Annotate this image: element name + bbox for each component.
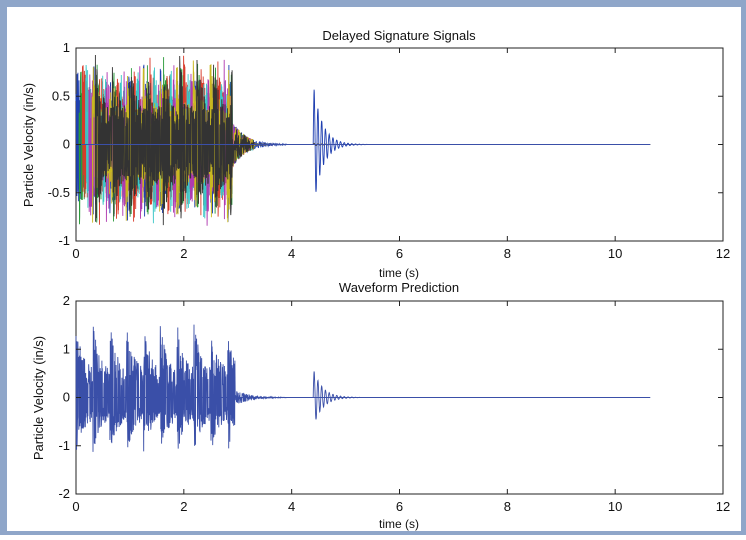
x-tick-label: 4: [288, 499, 295, 514]
y-tick-label: -1: [58, 233, 70, 248]
y-tick-label: 0: [63, 137, 70, 152]
chart-title: Delayed Signature Signals: [322, 28, 476, 43]
y-tick-label: 1: [63, 341, 70, 356]
subplot-waveform-prediction: Waveform Prediction time (s) Particle Ve…: [31, 280, 730, 531]
x-tick-label: 2: [180, 246, 187, 261]
x-tick-label: 0: [72, 499, 79, 514]
subplot-delayed-signals: Delayed Signature Signals time (s) Parti…: [21, 28, 730, 280]
y-tick-label: -2: [58, 486, 70, 501]
x-tick-label: 6: [396, 499, 403, 514]
x-tick-label: 10: [608, 499, 622, 514]
x-tick-label: 10: [608, 246, 622, 261]
x-tick-label: 2: [180, 499, 187, 514]
chart-title: Waveform Prediction: [339, 280, 459, 295]
x-axis-label: time (s): [379, 266, 419, 280]
x-tick-label: 0: [72, 246, 79, 261]
y-tick-label: -0.5: [48, 185, 70, 200]
x-tick-label: 6: [396, 246, 403, 261]
y-tick-label: 2: [63, 293, 70, 308]
y-axis-label: Particle Velocity (in/s): [21, 83, 36, 207]
y-tick-label: 1: [63, 40, 70, 55]
x-axis-label: time (s): [379, 517, 419, 531]
y-tick-label: 0: [63, 390, 70, 405]
y-tick-label: 0.5: [52, 88, 70, 103]
x-tick-label: 12: [716, 499, 730, 514]
y-tick-label: -1: [58, 438, 70, 453]
x-tick-label: 12: [716, 246, 730, 261]
x-tick-label: 8: [504, 246, 511, 261]
y-axis-label: Particle Velocity (in/s): [31, 336, 46, 460]
x-tick-label: 8: [504, 499, 511, 514]
x-tick-label: 4: [288, 246, 295, 261]
